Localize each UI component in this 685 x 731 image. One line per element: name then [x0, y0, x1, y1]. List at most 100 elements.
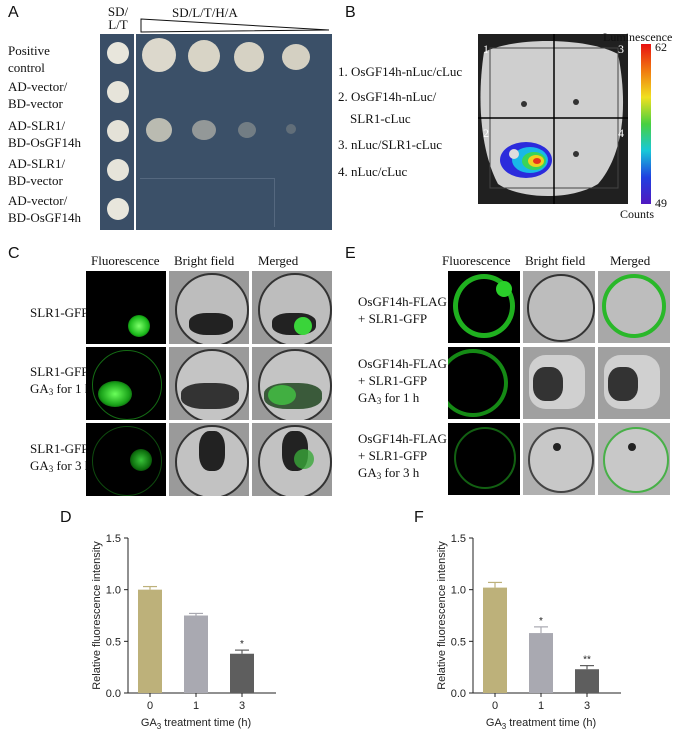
bar: [138, 589, 162, 693]
plate-sdltha: [136, 34, 332, 230]
c-fluor-1: [86, 271, 166, 344]
luc-legend-3: 3. nLuc/SLR1-cLuc: [338, 137, 442, 152]
e-row-label-2: OsGF14h-FLAG + SLR1-GFP GA3 for 1 h: [358, 356, 447, 406]
plate-sdlt: [100, 34, 134, 230]
c-header-merged: Merged: [258, 253, 299, 268]
significance-mark: *: [240, 639, 244, 650]
y-tick-label: 1.5: [106, 533, 121, 545]
panel-label-c: C: [8, 245, 20, 262]
colony-spot: [286, 124, 296, 134]
chart-d: 0.0 0.5 1.0 1.5 0 1 3 * Relative fluorescence in…: [91, 533, 276, 730]
c-row-label-3: SLR1-GFP GA3 for 3 h: [30, 441, 92, 474]
bar: [184, 615, 208, 693]
bar: [529, 633, 553, 693]
luc-legend-1: 1. OsGF14h-nLuc/cLuc: [338, 64, 463, 79]
c-row-label-1: SLR1-GFP: [30, 305, 89, 320]
colony-spot: [188, 40, 220, 72]
e-fluor-2: [448, 347, 520, 419]
x-tick-label: 3: [239, 700, 245, 712]
x-axis-label: GA3 treatment time (h): [486, 717, 596, 730]
quadrant-4: 4: [618, 126, 624, 140]
row-label-5: AD-vector/BD-OsGF14h: [8, 193, 81, 225]
e-fluor-3: [448, 423, 520, 495]
y-tick-label: 1.0: [451, 585, 466, 597]
header-sdlt-line1: SD/: [107, 4, 129, 19]
y-axis-label: Relative fluorescence intensity: [91, 541, 103, 690]
y-tick-label: 0.5: [451, 636, 466, 648]
e-bright-2: [523, 347, 595, 419]
x-tick-label: 3: [584, 700, 590, 712]
e-header-merged: Merged: [610, 253, 651, 268]
c-fluor-3: [86, 423, 166, 496]
colorbar-unit: Counts: [620, 207, 655, 221]
y-tick-label: 1.0: [106, 585, 121, 597]
c-bright-1: [169, 271, 249, 344]
y-tick-label: 0.0: [106, 688, 121, 700]
quadrant-2: 2: [483, 126, 489, 140]
row-label-3: AD-SLR1/BD-OsGF14h: [8, 118, 81, 150]
e-merged-1: [598, 271, 670, 343]
e-row-label-1: OsGF14h-FLAG + SLR1-GFP: [358, 294, 447, 326]
luc-legend-2b: SLR1-cLuc: [350, 111, 411, 126]
x-axis-label: GA3 treatment time (h): [141, 717, 251, 730]
bar: [575, 669, 599, 693]
colony-spot: [107, 159, 129, 181]
luc-legend-4: 4. nLuc/cLuc: [338, 164, 408, 179]
significance-mark: *: [539, 616, 543, 627]
colony-spot: [238, 122, 256, 138]
chart-f: 0.0 0.5 1.0 1.5 0 1 * 3 ** Relative fluorescence …: [436, 533, 621, 730]
colony-spot: [282, 44, 310, 70]
c-merged-1: [252, 271, 332, 344]
y-axis-label: Relative fluorescence intensity: [436, 541, 448, 690]
luc-legend-2: 2. OsGF14h-nLuc/: [338, 89, 437, 104]
c-row-label-2: SLR1-GFP GA3 for 1 h: [30, 364, 92, 397]
colorbar-title: Luminescence: [603, 30, 673, 44]
colony-spot: [107, 42, 129, 64]
x-tick-label: 1: [538, 700, 544, 712]
plate-edge-line: [140, 178, 275, 227]
quadrant-3: 3: [618, 42, 624, 56]
colony-spot: [107, 120, 129, 142]
bar: [483, 587, 507, 693]
colony-spot: [107, 198, 129, 220]
x-tick-label: 0: [147, 700, 153, 712]
yeast-header-sdltha: SD/L/T/H/A: [172, 5, 238, 20]
c-bright-2: [169, 347, 249, 420]
c-bright-3: [169, 423, 249, 496]
panel-label-b: B: [345, 4, 356, 21]
e-bright-1: [523, 271, 595, 343]
e-merged-2: [598, 347, 670, 419]
e-row-label-3: OsGF14h-FLAG + SLR1-GFP GA3 for 3 h: [358, 431, 447, 481]
row-label-2: AD-vector/BD-vector: [8, 79, 68, 111]
colorbar-min: 49: [655, 196, 667, 210]
dilution-wedge: [140, 18, 330, 33]
x-tick-label: 1: [193, 700, 199, 712]
e-bright-3: [523, 423, 595, 495]
y-tick-label: 0.5: [106, 636, 121, 648]
colony-spot: [234, 42, 264, 72]
panel-label-e: E: [345, 245, 356, 262]
colony-spot: [146, 118, 172, 142]
y-tick-label: 1.5: [451, 533, 466, 545]
row-label-1: Positive control: [8, 43, 50, 75]
panel-label-a: A: [8, 4, 19, 21]
colorbar: [641, 44, 651, 204]
colony-spot: [192, 120, 216, 140]
c-fluor-2: [86, 347, 166, 420]
panel-label-d: D: [60, 509, 72, 526]
c-header-fluorescence: Fluorescence: [91, 253, 160, 268]
c-header-brightfield: Bright field: [174, 253, 235, 268]
c-merged-2: [252, 347, 332, 420]
e-header-brightfield: Bright field: [525, 253, 586, 268]
leaf-graphic: [478, 34, 628, 204]
yeast-header-sdlt: SD/ L/T: [103, 5, 133, 31]
leaf-luminescence-image: 1 3 2 4: [478, 34, 628, 204]
colorbar-max: 62: [655, 40, 667, 54]
e-header-fluorescence: Fluorescence: [442, 253, 511, 268]
row-label-4: AD-SLR1/BD-vector: [8, 156, 66, 188]
y-tick-label: 0.0: [451, 688, 466, 700]
significance-mark: **: [583, 655, 591, 666]
bar: [230, 653, 254, 693]
colony-spot: [142, 38, 176, 72]
e-merged-3: [598, 423, 670, 495]
